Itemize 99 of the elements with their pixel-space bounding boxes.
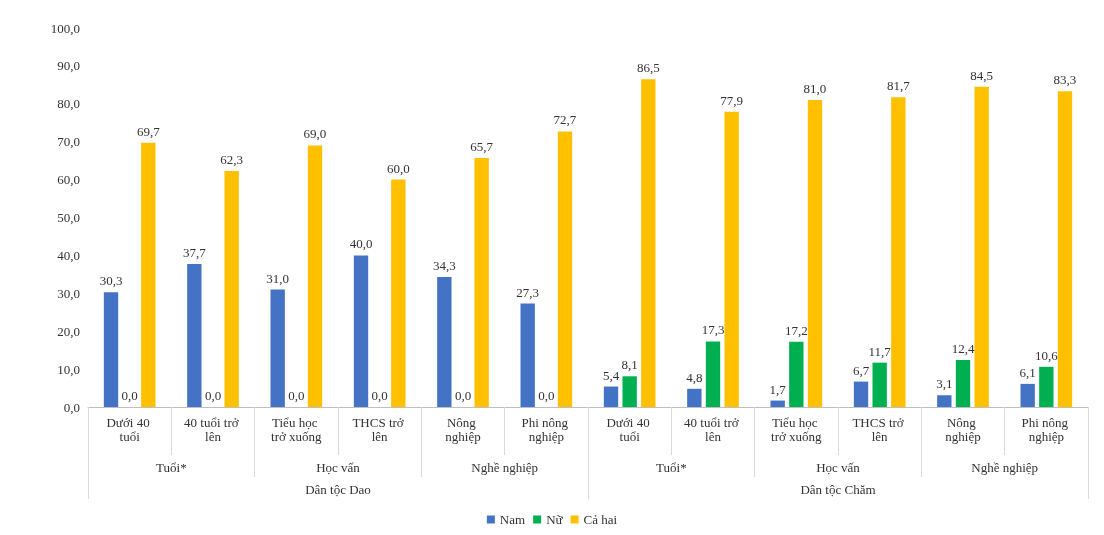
data-label: 6,7 bbox=[852, 362, 870, 378]
x-tick-label: 40 tuổi trở lên bbox=[184, 414, 242, 444]
bar bbox=[807, 100, 823, 407]
bar bbox=[353, 255, 369, 407]
data-label: 3,1 bbox=[936, 376, 953, 392]
bar bbox=[1057, 91, 1073, 407]
x-tick-label: THCS trở lên bbox=[352, 414, 407, 444]
bar bbox=[307, 145, 323, 407]
y-tick-label: 10,0 bbox=[57, 361, 80, 377]
x-tick-label: Tiểu học trở xuống bbox=[771, 414, 823, 444]
bar bbox=[853, 381, 869, 407]
data-label: 6,1 bbox=[1019, 364, 1036, 380]
bar bbox=[891, 97, 906, 407]
data-label: 34,3 bbox=[432, 258, 456, 273]
x-tick-label: THCS trở lên bbox=[852, 414, 907, 444]
x-tick-label: Phi nông nghiệp bbox=[1021, 414, 1072, 444]
bar bbox=[270, 289, 285, 407]
text: Học vấn bbox=[316, 460, 361, 475]
data-label: 11,7 bbox=[868, 343, 892, 359]
bar bbox=[770, 400, 785, 407]
text: Tuổi* bbox=[156, 460, 187, 475]
data-label: 8,1 bbox=[621, 357, 638, 373]
x-tick-label: Nông nghiệp bbox=[445, 414, 481, 444]
bar bbox=[391, 179, 406, 407]
bar bbox=[955, 360, 971, 407]
y-tick-label: 80,0 bbox=[57, 96, 80, 112]
bar bbox=[705, 341, 721, 407]
data-label: 0,0 bbox=[538, 388, 555, 403]
text: Dân tộc Dao bbox=[305, 482, 371, 497]
data-label: 37,7 bbox=[182, 245, 207, 261]
bar bbox=[1020, 383, 1035, 407]
data-label: 81,7 bbox=[886, 78, 911, 94]
y-tick-label: 30,0 bbox=[57, 285, 80, 301]
bar bbox=[974, 86, 989, 407]
bar bbox=[474, 158, 489, 407]
bar bbox=[103, 292, 119, 407]
bar bbox=[141, 142, 156, 407]
y-tick-label: 40,0 bbox=[57, 247, 80, 263]
data-label: 72,7 bbox=[553, 112, 577, 128]
y-tick-label: 100,0 bbox=[50, 20, 80, 36]
bar bbox=[187, 264, 202, 407]
data-label: 0,0 bbox=[371, 388, 388, 403]
y-tick-label: 90,0 bbox=[57, 58, 80, 74]
data-label: 84,5 bbox=[970, 67, 994, 83]
data-label: 17,3 bbox=[701, 322, 725, 338]
y-tick-label: 50,0 bbox=[57, 210, 80, 225]
data-label: 17,2 bbox=[784, 322, 808, 338]
legend-label: Nữ bbox=[546, 512, 564, 527]
bar bbox=[437, 277, 452, 407]
data-label: 0,0 bbox=[204, 388, 222, 403]
data-label: 86,5 bbox=[636, 60, 660, 76]
text: Nghề nghiệp bbox=[471, 460, 539, 475]
data-label: 60,0 bbox=[386, 160, 410, 176]
bar bbox=[641, 79, 656, 407]
x-tick-label: Dưới 40 tuổi bbox=[606, 414, 653, 444]
legend-label: Cả hai bbox=[583, 512, 618, 527]
bar bbox=[622, 376, 637, 407]
data-label: 30,3 bbox=[99, 273, 123, 289]
bar bbox=[687, 388, 702, 407]
bar bbox=[1039, 366, 1054, 407]
y-tick-label: 20,0 bbox=[57, 323, 80, 339]
bar bbox=[224, 170, 239, 407]
bar bbox=[603, 386, 619, 407]
data-label: 31,0 bbox=[266, 270, 290, 286]
data-label: 62,3 bbox=[220, 151, 244, 167]
x-tick-label: Nông nghiệp bbox=[945, 414, 981, 444]
x-tick-label: Phi nông nghiệp bbox=[521, 414, 572, 444]
data-label: 83,3 bbox=[1053, 72, 1077, 88]
bar bbox=[724, 111, 739, 407]
data-label: 65,7 bbox=[470, 139, 494, 154]
data-label: 27,3 bbox=[516, 284, 540, 300]
data-label: 1,7 bbox=[769, 381, 787, 397]
bar bbox=[937, 395, 952, 407]
x-tick-label: 40 tuổi trở lên bbox=[684, 414, 742, 444]
bar bbox=[557, 131, 573, 407]
x-tick-label: Dưới 40 tuổi bbox=[106, 414, 153, 444]
text: Nghề nghiệp bbox=[971, 460, 1039, 475]
y-tick-label: 0,0 bbox=[63, 399, 80, 415]
text: Dân tộc Chăm bbox=[800, 482, 876, 497]
data-label: 4,8 bbox=[686, 369, 703, 385]
bar bbox=[872, 362, 887, 407]
bar bbox=[520, 303, 535, 407]
data-label: 81,0 bbox=[803, 81, 827, 97]
data-label: 0,0 bbox=[288, 388, 305, 403]
y-tick-label: 60,0 bbox=[57, 172, 80, 188]
text: Tuổi* bbox=[656, 460, 687, 475]
data-label: 10,6 bbox=[1034, 347, 1059, 363]
y-tick-label: 70,0 bbox=[57, 134, 80, 150]
data-label: 69,7 bbox=[136, 123, 161, 139]
text: Học vấn bbox=[816, 460, 861, 475]
data-label: 0,0 bbox=[454, 388, 472, 403]
data-label: 0,0 bbox=[121, 388, 138, 403]
data-label: 5,4 bbox=[602, 367, 620, 383]
data-label: 69,0 bbox=[303, 126, 327, 142]
data-label: 77,9 bbox=[720, 92, 744, 108]
data-label: 40,0 bbox=[349, 236, 373, 252]
legend-label: Nam bbox=[499, 512, 526, 527]
bar bbox=[789, 341, 804, 407]
x-tick-label: Tiểu học trở xuống bbox=[271, 414, 323, 444]
